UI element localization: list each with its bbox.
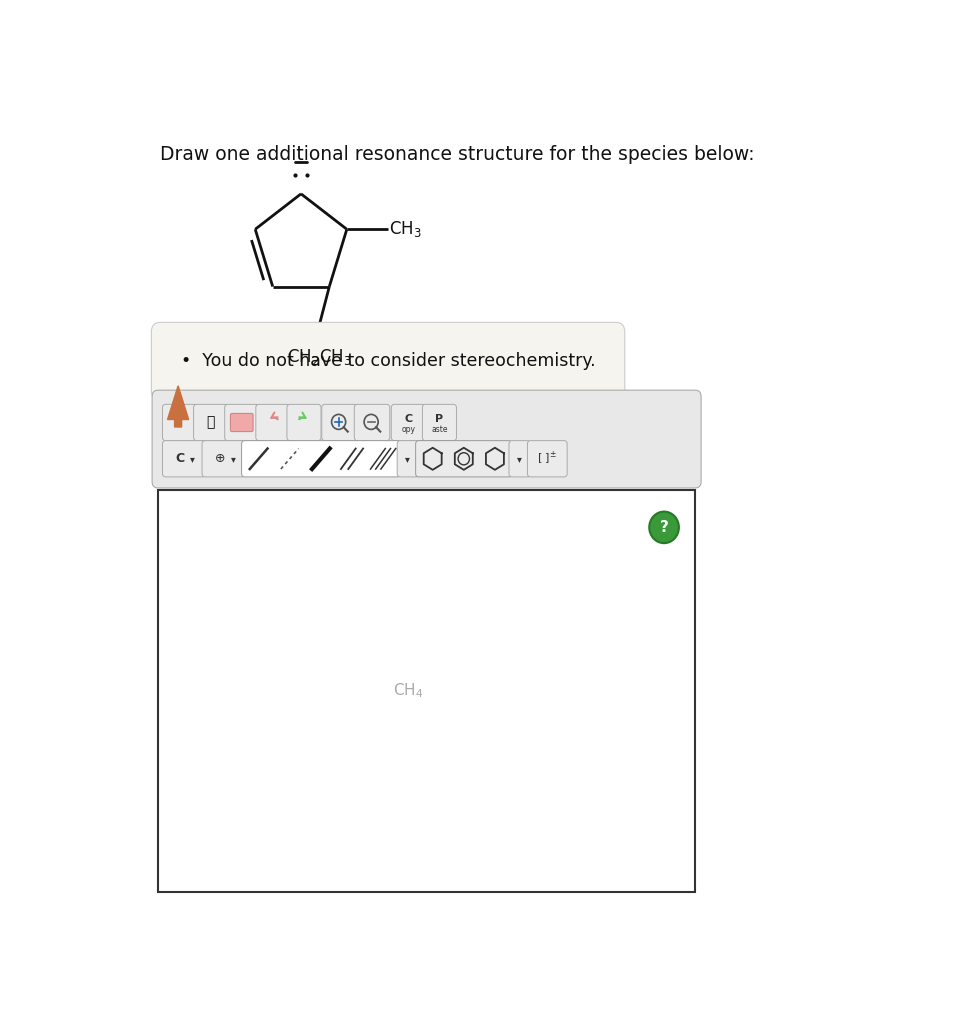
FancyBboxPatch shape (416, 440, 512, 477)
Text: C: C (404, 414, 412, 424)
FancyBboxPatch shape (163, 404, 197, 440)
Text: 🧴: 🧴 (206, 416, 215, 429)
Text: CH$_3$: CH$_3$ (389, 219, 422, 240)
Text: opy: opy (402, 425, 415, 433)
FancyBboxPatch shape (509, 440, 531, 477)
Text: Draw one additional resonance structure for the species below:: Draw one additional resonance structure … (161, 145, 755, 164)
FancyBboxPatch shape (256, 404, 290, 440)
FancyBboxPatch shape (397, 440, 419, 477)
Bar (158, 489, 695, 892)
FancyBboxPatch shape (391, 404, 425, 440)
Circle shape (649, 512, 679, 543)
Text: •  You do not have to consider stereochemistry.: • You do not have to consider stereochem… (181, 352, 596, 371)
Text: ▾: ▾ (190, 454, 195, 464)
FancyBboxPatch shape (528, 440, 567, 477)
FancyBboxPatch shape (242, 440, 401, 477)
FancyBboxPatch shape (193, 404, 228, 440)
Circle shape (332, 415, 346, 429)
FancyBboxPatch shape (225, 404, 259, 440)
FancyBboxPatch shape (151, 323, 625, 400)
FancyBboxPatch shape (423, 404, 456, 440)
FancyArrow shape (167, 386, 188, 427)
Text: CH$_4$: CH$_4$ (393, 681, 424, 700)
Text: ▾: ▾ (405, 454, 410, 464)
Text: CH$_2$CH$_3$: CH$_2$CH$_3$ (287, 347, 352, 368)
Text: aste: aste (431, 425, 447, 433)
Text: ▾: ▾ (231, 454, 236, 464)
FancyBboxPatch shape (287, 404, 321, 440)
FancyBboxPatch shape (202, 440, 245, 477)
FancyBboxPatch shape (163, 440, 205, 477)
Text: C: C (176, 453, 185, 465)
FancyBboxPatch shape (152, 390, 701, 488)
FancyBboxPatch shape (322, 404, 358, 440)
Circle shape (364, 415, 379, 429)
Text: [ ]$^{\pm}$: [ ]$^{\pm}$ (537, 451, 557, 467)
Text: ?: ? (660, 520, 668, 535)
FancyBboxPatch shape (230, 414, 253, 431)
Text: P: P (435, 414, 444, 424)
Text: ▾: ▾ (517, 454, 522, 464)
Text: ⊕: ⊕ (214, 453, 225, 465)
FancyBboxPatch shape (355, 404, 390, 440)
